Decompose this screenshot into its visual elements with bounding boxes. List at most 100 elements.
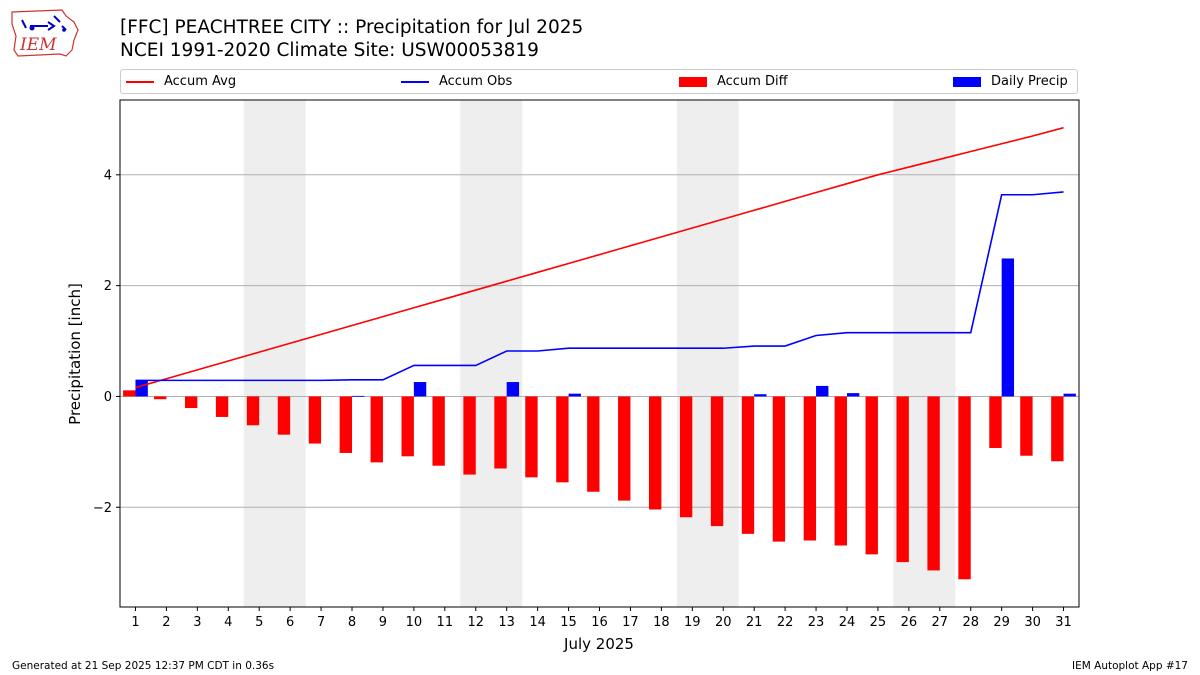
- legend-swatch-daily-precip: [953, 77, 981, 87]
- diff-bar-16: [587, 396, 599, 491]
- diff-bar-4: [216, 396, 228, 417]
- x-tick-label-20: 20: [715, 615, 732, 630]
- diff-bar-11: [432, 396, 444, 465]
- daily-bar-31: [1064, 394, 1076, 397]
- y-tick-label-0: −2: [93, 501, 112, 516]
- daily-bar-24: [847, 393, 859, 396]
- footer-app-id: IEM Autoplot App #17: [1072, 660, 1188, 672]
- diff-bar-21: [742, 396, 754, 533]
- diff-bar-10: [402, 396, 414, 456]
- x-tick-label-26: 26: [901, 615, 918, 630]
- chart-subtitle: NCEI 1991-2020 Climate Site: USW00053819: [120, 40, 539, 62]
- legend: Accum Avg Accum Obs Accum Diff Daily Pre…: [120, 69, 1078, 94]
- x-tick-label-18: 18: [653, 615, 670, 630]
- diff-bar-17: [618, 396, 630, 500]
- diff-bar-15: [556, 396, 568, 482]
- diff-bar-31: [1051, 396, 1063, 461]
- diff-bar-6: [278, 396, 290, 434]
- x-axis-label: July 2025: [563, 635, 634, 653]
- chart-title: [FFC] PEACHTREE CITY :: Precipitation fo…: [120, 17, 583, 39]
- x-tick-label-29: 29: [993, 615, 1010, 630]
- y-tick-label-2: 2: [104, 279, 112, 294]
- iem-logo: IEM: [8, 6, 80, 64]
- diff-bar-3: [185, 396, 197, 408]
- x-tick-label-14: 14: [529, 615, 546, 630]
- x-tick-label-7: 7: [317, 615, 325, 630]
- x-tick-label-19: 19: [684, 615, 701, 630]
- y-tick-label-1: 0: [104, 390, 112, 405]
- x-tick-label-5: 5: [255, 615, 263, 630]
- diff-bar-14: [525, 396, 537, 477]
- x-tick-label-13: 13: [498, 615, 515, 630]
- weekend-shading: [244, 100, 956, 607]
- daily-bar-15: [569, 394, 581, 397]
- diff-bar-27: [927, 396, 939, 570]
- x-tick-label-3: 3: [193, 615, 201, 630]
- x-tick-label-4: 4: [224, 615, 232, 630]
- diff-bar-12: [463, 396, 475, 474]
- diff-bar-1: [123, 390, 135, 396]
- x-tick-label-1: 1: [131, 615, 139, 630]
- daily-bar-8: [352, 396, 364, 397]
- diff-bar-7: [309, 396, 321, 443]
- diff-bar-25: [866, 396, 878, 554]
- chart: 1 2 3 4 5 6 7 8 9 10 11 12 13 14 15 16 17 18 19 20 21 22 23 24 2…: [0, 0, 1200, 675]
- legend-item-daily-precip: Daily Precip: [953, 70, 1068, 93]
- diff-bar-28: [958, 396, 970, 579]
- diff-bar-18: [649, 396, 661, 509]
- x-tick-label-27: 27: [932, 615, 949, 630]
- diff-bar-24: [835, 396, 847, 545]
- legend-item-accum-obs: Accum Obs: [401, 70, 512, 93]
- x-tick-label-30: 30: [1024, 615, 1041, 630]
- x-tick-label-23: 23: [808, 615, 825, 630]
- x-tick-label-31: 31: [1055, 615, 1072, 630]
- x-tick-label-11: 11: [437, 615, 454, 630]
- x-tick-label-21: 21: [746, 615, 763, 630]
- x-tick-label-17: 17: [622, 615, 639, 630]
- x-tick-label-6: 6: [286, 615, 294, 630]
- x-tick-label-16: 16: [591, 615, 608, 630]
- legend-label-accum-avg: Accum Avg: [164, 74, 236, 89]
- diff-bar-26: [896, 396, 908, 562]
- diff-bar-9: [371, 396, 383, 462]
- x-tick-label-2: 2: [162, 615, 170, 630]
- diff-bar-8: [340, 396, 352, 453]
- x-tick-label-12: 12: [467, 615, 484, 630]
- diff-bar-30: [1020, 396, 1032, 455]
- x-tick-label-24: 24: [839, 615, 856, 630]
- daily-bar-1: [135, 380, 147, 396]
- diff-bar-19: [680, 396, 692, 517]
- diff-bar-22: [773, 396, 785, 541]
- y-tick-label-3: 4: [104, 168, 112, 183]
- logo-text: IEM: [19, 35, 57, 55]
- legend-swatch-accum-obs: [401, 81, 429, 83]
- legend-swatch-accum-avg: [126, 81, 154, 83]
- daily-bar-21: [754, 394, 766, 396]
- legend-label-accum-diff: Accum Diff: [717, 74, 788, 89]
- legend-label-daily-precip: Daily Precip: [991, 74, 1068, 89]
- x-tick-label-10: 10: [406, 615, 423, 630]
- weekend-span-3: [677, 100, 739, 607]
- x-tick-label-28: 28: [962, 615, 979, 630]
- daily-bar-29: [1002, 258, 1014, 396]
- y-axis-label: Precipitation [inch]: [66, 283, 84, 425]
- diff-bar-5: [247, 396, 259, 425]
- daily-bar-23: [816, 386, 828, 397]
- x-tick-label-9: 9: [379, 615, 387, 630]
- daily-bar-10: [414, 382, 426, 396]
- diff-bar-13: [494, 396, 506, 468]
- legend-item-accum-diff: Accum Diff: [679, 70, 788, 93]
- diff-bar-20: [711, 396, 723, 526]
- x-tick-label-22: 22: [777, 615, 794, 630]
- footer-generated: Generated at 21 Sep 2025 12:37 PM CDT in…: [12, 660, 274, 672]
- diff-bar-23: [804, 396, 816, 540]
- legend-label-accum-obs: Accum Obs: [439, 74, 512, 89]
- daily-bar-13: [507, 382, 519, 396]
- x-tick-label-25: 25: [870, 615, 887, 630]
- legend-swatch-accum-diff: [679, 77, 707, 87]
- diff-bar-2: [154, 396, 166, 399]
- legend-item-accum-avg: Accum Avg: [126, 70, 236, 93]
- weekend-span-2: [460, 100, 522, 607]
- diff-bar-29: [989, 396, 1001, 448]
- x-tick-label-8: 8: [348, 615, 356, 630]
